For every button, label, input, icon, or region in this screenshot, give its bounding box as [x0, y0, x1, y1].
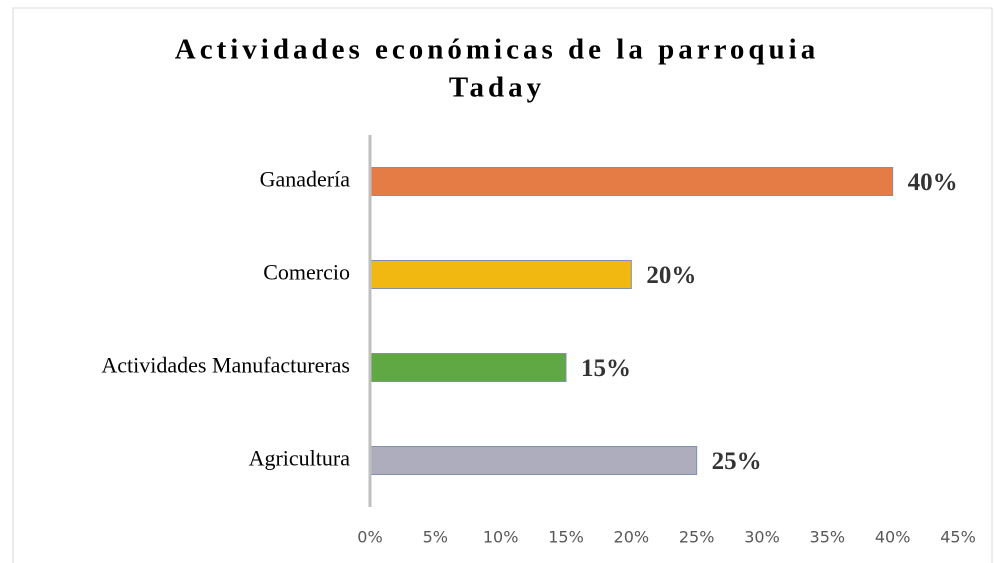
y-tick-label: Actividades Manufactureras [101, 353, 350, 378]
x-tick-label: 0% [357, 528, 382, 547]
chart-title: Taday [449, 72, 545, 104]
y-tick-label: Agricultura [249, 446, 351, 471]
y-tick-label: Ganadería [260, 167, 351, 192]
x-tick-label: 10% [483, 528, 519, 547]
x-tick-label: 20% [614, 528, 650, 547]
chart-title: Actividades económicas de la parroquia [175, 34, 819, 66]
data-label: 15% [581, 355, 631, 382]
data-label: 40% [908, 169, 958, 196]
bar [369, 353, 567, 382]
x-tick-label: 15% [548, 528, 584, 547]
data-label: 20% [646, 262, 696, 289]
bar [369, 167, 894, 196]
bar [369, 260, 632, 289]
x-tick-label: 45% [940, 528, 976, 547]
x-tick-label: 35% [810, 528, 846, 547]
x-tick-label: 25% [679, 528, 715, 547]
x-tick-label: 40% [875, 528, 911, 547]
y-tick-label: Comercio [263, 260, 350, 285]
x-tick-label: 30% [744, 528, 780, 547]
bar [369, 446, 698, 475]
data-label: 25% [712, 448, 762, 475]
x-tick-label: 5% [423, 528, 448, 547]
